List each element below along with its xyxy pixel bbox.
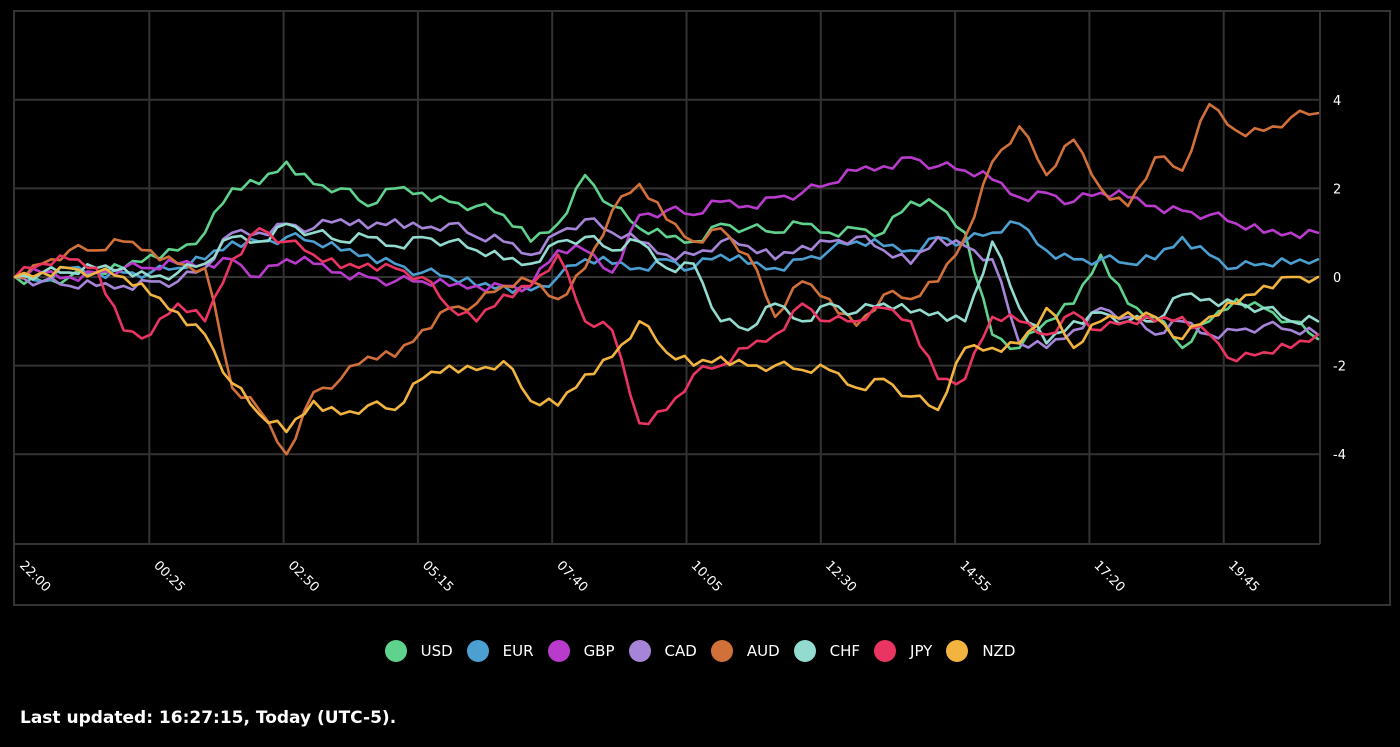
series-line-nzd [13,265,1320,434]
y-tick-label: 4 [1333,94,1341,109]
last-updated-text: Last updated: 16:27:15, Today (UTC-5). [20,708,397,728]
chart-series [13,102,1320,456]
legend-label: AUD [746,642,780,660]
x-tick-label: 19:45 [1225,558,1262,595]
y-tick-label: 0 [1333,271,1341,286]
aud-swatch-icon [710,640,733,662]
x-tick-label: 00:25 [150,558,187,595]
x-tick-label: 02:50 [285,558,322,595]
legend-item-jpy[interactable]: JPY [874,640,932,662]
chf-swatch-icon [793,640,816,662]
chart-frame [13,10,1391,606]
legend-label: CHF [829,642,861,660]
legend-item-nzd[interactable]: NZD [946,640,1015,662]
legend-label: CAD [664,642,697,660]
legend-label: JPY [910,642,933,660]
x-tick-label: 05:15 [419,558,456,595]
x-axis: 22:00 00:25 02:50 05:15 07:40 10:05 12:30 14:55… [16,558,1262,595]
legend-item-aud[interactable]: AUD [710,640,780,662]
y-tick-label: 2 [1333,182,1341,197]
cad-swatch-icon [628,640,651,662]
x-tick-label: 10:05 [688,558,725,595]
legend-label: EUR [502,642,534,660]
series-line-gbp [13,156,1320,293]
x-tick-label: 17:20 [1091,558,1128,595]
series-line-aud [13,102,1320,456]
eur-swatch-icon [466,640,489,662]
y-tick-label: -4 [1333,448,1346,463]
jpy-swatch-icon [874,640,897,662]
chart-legend: USD EUR GBP CAD AUD CHF JPY NZD [0,640,1400,662]
series-line-eur [13,220,1320,294]
legend-item-cad[interactable]: CAD [628,640,697,662]
legend-label: GBP [583,642,615,660]
series-line-jpy [13,227,1320,426]
legend-item-usd[interactable]: USD [384,640,453,662]
legend-item-eur[interactable]: EUR [466,640,534,662]
x-tick-label: 14:55 [956,558,993,595]
legend-item-gbp[interactable]: GBP [547,640,615,662]
y-axis: 4 2 0 -2 -4 [1333,94,1346,463]
series-line-cad [13,217,1320,350]
x-tick-label: 12:30 [822,558,859,595]
line-chart: 4 2 0 -2 -4 22:00 00:25 02:50 05:15 07:40 10:05 12… [13,10,1346,595]
chart-grid [13,10,1321,545]
x-tick-label: 07:40 [553,558,590,595]
usd-swatch-icon [384,640,407,662]
gbp-swatch-icon [547,640,570,662]
y-tick-label: -2 [1333,360,1346,375]
legend-label: USD [420,642,453,660]
nzd-swatch-icon [946,640,969,662]
x-tick-label: 22:00 [16,558,53,595]
series-line-usd [13,160,1320,351]
series-line-chf [13,222,1320,345]
legend-item-chf[interactable]: CHF [793,640,861,662]
legend-label: NZD [982,642,1016,660]
